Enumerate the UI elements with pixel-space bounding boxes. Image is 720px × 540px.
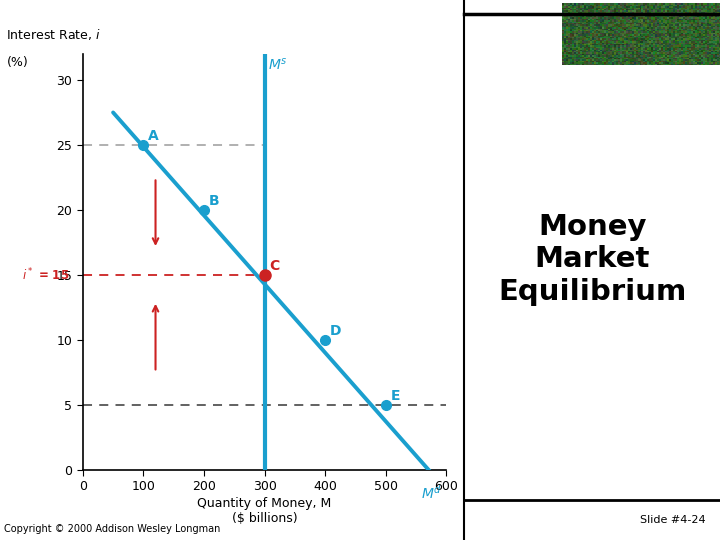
Text: Money
Market
Equilibrium: Money Market Equilibrium [498, 213, 686, 306]
X-axis label: Quantity of Money, M
($ billions): Quantity of Money, M ($ billions) [197, 497, 332, 525]
Text: $M^d$: $M^d$ [420, 483, 442, 501]
Text: E: E [391, 389, 400, 403]
Text: C: C [269, 259, 279, 273]
Text: D: D [330, 323, 341, 338]
Text: $M^s$: $M^s$ [268, 57, 287, 72]
Text: Slide #4-24: Slide #4-24 [640, 515, 706, 525]
Text: A: A [148, 129, 159, 143]
Text: Copyright © 2000 Addison Wesley Longman: Copyright © 2000 Addison Wesley Longman [4, 523, 220, 534]
Text: $i^*$ = 15: $i^*$ = 15 [22, 267, 69, 283]
Text: (%): (%) [6, 56, 28, 69]
Text: Interest Rate, $i$: Interest Rate, $i$ [6, 26, 101, 42]
Text: B: B [209, 194, 220, 208]
